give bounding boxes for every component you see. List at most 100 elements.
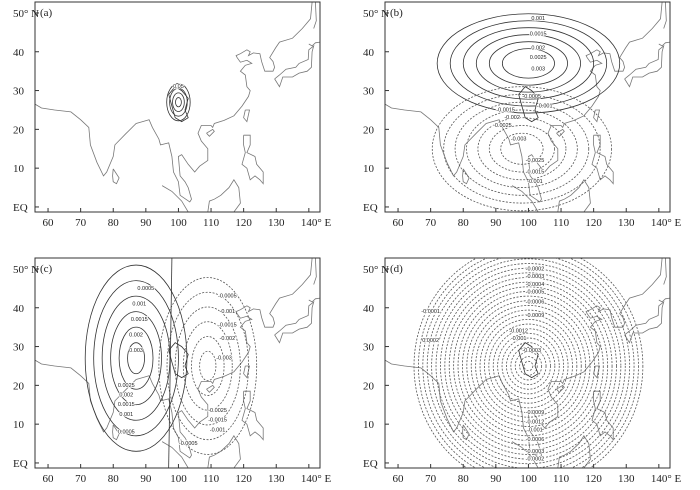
contour-label: -0.0003	[522, 348, 541, 354]
coastline	[241, 390, 264, 441]
x-tick-label: 100	[170, 473, 187, 485]
contour	[418, 258, 639, 468]
x-tick-label: 120	[235, 473, 252, 485]
y-tick-label: 20	[363, 124, 375, 136]
contour	[475, 309, 582, 423]
x-tick-label: 70	[425, 473, 437, 485]
contour-label: 0.0005	[118, 429, 135, 435]
contour-label: 0.002	[129, 332, 143, 338]
contour	[431, 86, 612, 212]
x-tick-label: 80	[458, 217, 470, 229]
contour-label: -0.0005	[179, 441, 198, 447]
y-tick-label: 30	[363, 86, 375, 98]
x-tick-label: 100	[520, 217, 537, 229]
contour-label: -0.0012	[526, 420, 545, 426]
contour-label: -0.0025	[526, 158, 545, 164]
x-tick-label: 60	[43, 473, 55, 485]
contour	[172, 92, 185, 112]
y-tick-label: 10	[13, 419, 25, 431]
panel-frame	[384, 1, 671, 213]
y-tick-label: 20	[13, 124, 25, 136]
panel-label: (b)	[390, 7, 403, 19]
coastline	[207, 435, 241, 468]
contour-label: 0.003	[129, 348, 143, 354]
x-tick-label: 90	[140, 473, 152, 485]
contour	[413, 258, 644, 468]
contour-label: 0.0002	[422, 338, 439, 344]
coastline	[663, 258, 667, 285]
y-tick-label: 50° N	[13, 264, 39, 276]
coastline	[308, 297, 320, 303]
coastline	[308, 41, 320, 47]
coastline	[35, 258, 313, 459]
y-tick-label: 50° N	[363, 264, 389, 276]
contour-label: -0.0015	[526, 169, 545, 175]
x-tick-label: 100	[520, 473, 537, 485]
contour	[435, 267, 622, 465]
x-tick-label: 70	[75, 473, 87, 485]
contour	[457, 291, 600, 441]
y-tick-label: 40	[13, 303, 25, 315]
coastline	[112, 424, 120, 441]
coastline	[556, 128, 565, 137]
coastline	[624, 44, 665, 88]
contour	[500, 132, 544, 165]
coastline	[556, 384, 565, 393]
contour-label: 0.0025	[530, 55, 547, 61]
coastline	[658, 297, 670, 303]
contour-label: -0.0015	[218, 323, 237, 329]
contour	[484, 318, 573, 413]
y-tick-label: 30	[13, 86, 25, 98]
contour-label: 0.0005	[137, 286, 154, 292]
y-tick-label: 50° N	[363, 8, 389, 20]
contour	[168, 258, 173, 468]
contour	[166, 291, 249, 441]
contour-label: -0.003	[216, 356, 232, 362]
coastline	[243, 109, 250, 123]
x-tick-label: 90	[140, 217, 152, 229]
contour	[191, 336, 225, 396]
contour-label: -0.003	[511, 137, 527, 143]
coastline	[207, 179, 241, 212]
y-tick-label: EQ	[363, 202, 378, 214]
contour	[477, 117, 567, 181]
map-panel: -0.0002 -0.0003 -0.0004 -0.0005 -0.0006 -0.00…	[363, 257, 681, 485]
contour	[443, 94, 601, 204]
x-tick-label: 120	[585, 217, 602, 229]
x-tick-label: 120	[585, 473, 602, 485]
x-tick-label: 110	[553, 473, 570, 485]
contour	[453, 286, 604, 446]
x-tick-label: 110	[203, 473, 220, 485]
contour-label: 0.002	[119, 393, 133, 399]
y-tick-label: 40	[13, 47, 25, 59]
x-tick-label: 80	[108, 217, 120, 229]
contour	[436, 13, 621, 114]
map-area: 0.0005 0.001 0.0015 0.002 0.003 0.0025 0.002 0.…	[35, 258, 320, 468]
panel-label: (d)	[390, 263, 403, 275]
contour-label: -0.0005	[526, 290, 545, 296]
x-tick-label: 130	[268, 217, 285, 229]
panel-frame	[34, 257, 321, 469]
contour-label: 0.0025	[118, 383, 135, 389]
contour	[101, 295, 171, 421]
contour-label: -0.0002	[526, 457, 545, 463]
coastline	[313, 2, 317, 29]
contour	[488, 323, 569, 409]
coastline	[274, 300, 315, 344]
x-tick-label: 80	[108, 473, 120, 485]
contour-label: -0.0004	[526, 282, 545, 288]
contour	[426, 258, 631, 468]
contour	[462, 295, 595, 437]
contour-label: 0.001	[119, 412, 133, 418]
coastline	[663, 2, 667, 29]
map-panel: 0.0005 0.001 0.0015 0.002 0.003 0.0025 0.002 0.…	[13, 257, 331, 485]
contour-label: -0.002	[504, 115, 520, 121]
contour	[93, 280, 179, 437]
y-tick-label: 20	[13, 380, 25, 392]
x-tick-label: 110	[553, 217, 570, 229]
coastline	[624, 300, 665, 344]
y-tick-label: 50° N	[13, 8, 39, 20]
coastline	[557, 435, 591, 468]
map-panel: 0.001 0.0015 0.002 0.0025 0.003 -0.0005 -0.001…	[363, 1, 681, 229]
contour	[497, 332, 560, 399]
